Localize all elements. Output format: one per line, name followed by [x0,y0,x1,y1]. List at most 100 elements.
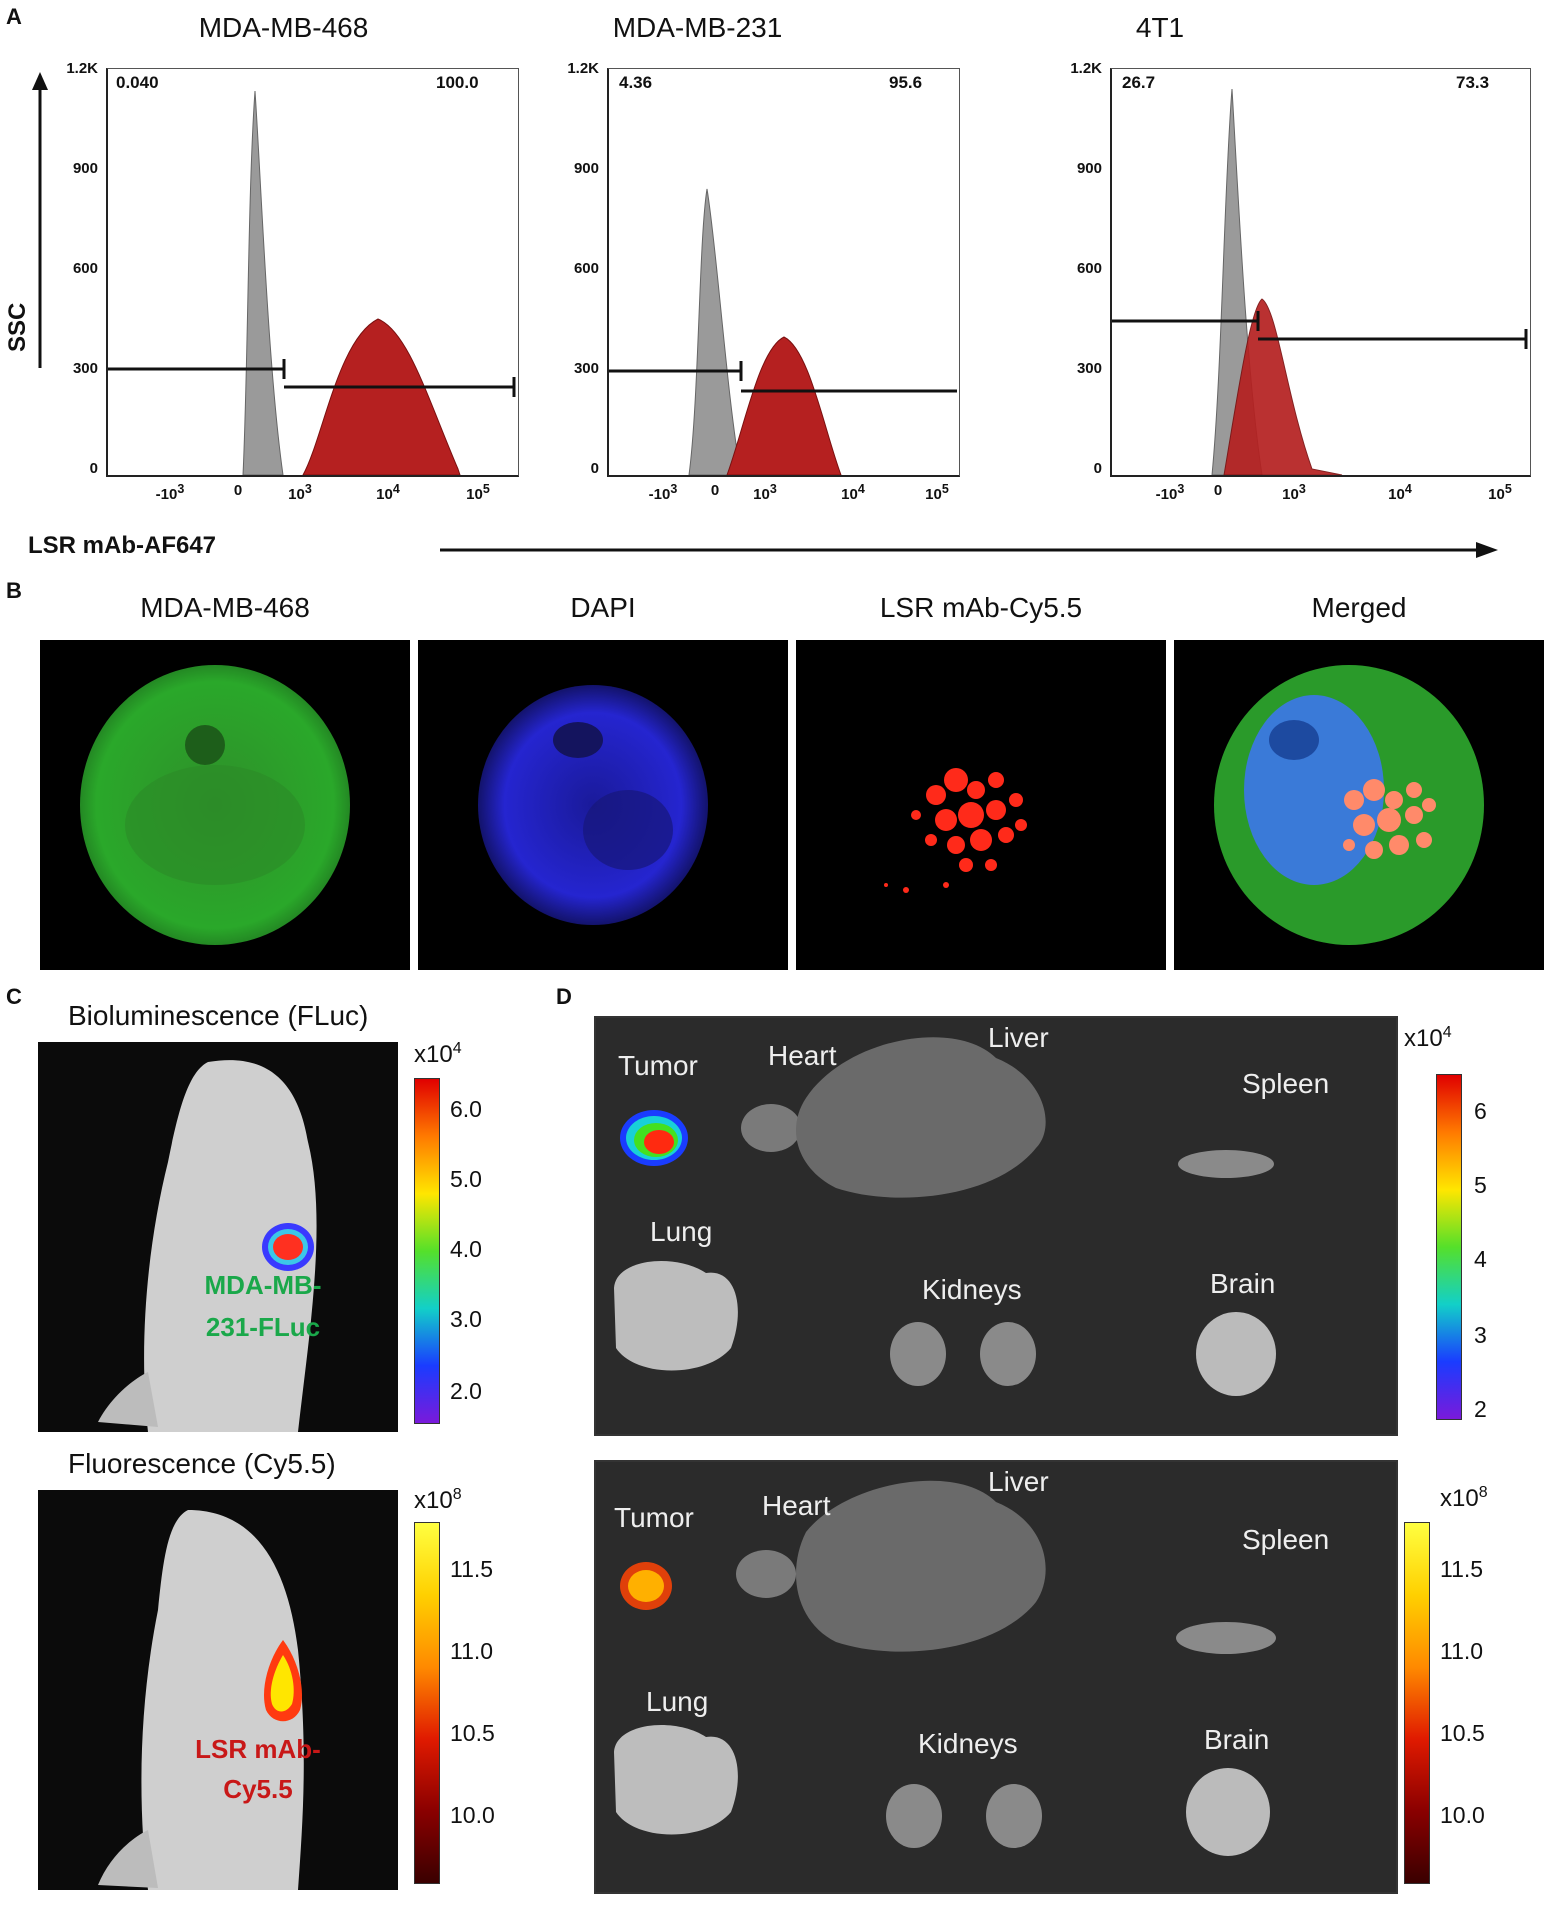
x-tick: 103 [288,482,312,503]
scale-tick: 11.0 [450,1638,494,1664]
y-tick: 900 [72,160,98,177]
x-axis-arrow [440,538,1500,562]
x-tick: -103 [648,482,678,503]
x-tick: 103 [1282,482,1306,503]
organ-label-heart: Heart [768,1040,837,1071]
scale-tick: 4 [1474,1246,1487,1272]
mouse-image-fluorescence: LSR mAb- Cy5.5 [38,1490,398,1890]
micro-image-merged [1174,640,1544,970]
organ-label-spleen: Spleen [1242,1524,1330,1555]
scale-tick: 11.0 [1440,1638,1484,1664]
scale-tick: 10.5 [1440,1720,1485,1746]
x-tick: 105 [925,482,949,503]
y-tick: 900 [573,160,599,177]
scale-tick: 10.0 [450,1802,495,1828]
gate-right-percent: 100.0 [436,73,479,92]
x-axis-label: LSR mAb-AF647 [28,532,217,559]
bioluminescence-title: Bioluminescence (FLuc) [68,1000,369,1031]
fluorescence-title: Fluorescence (Cy5.5) [68,1448,336,1479]
mouse-label-line: LSR mAb- [195,1734,321,1764]
x-tick: 103 [753,482,777,503]
organ-label-tumor: Tumor [614,1502,694,1533]
scale-tick: 5 [1474,1172,1487,1198]
histogram-plot-2 [609,188,957,475]
scale-tick: 6.0 [450,1096,482,1122]
x-tick: 104 [841,482,865,503]
organ-image-fluorescence: Tumor Heart Liver Spleen Lung Kidneys Br… [594,1460,1398,1894]
gate-right-percent: 95.6 [889,73,923,92]
panel-a-letter: A [6,4,22,29]
organ-label-brain: Brain [1204,1724,1270,1755]
mouse-label-line: 231-FLuc [205,1312,321,1342]
y-tick: 1.2K [567,60,599,77]
flow-plot-2-title: MDA-MB-231 [612,12,783,43]
organ-image-bioluminescence: Tumor Heart Liver Spleen Lung Kidneys Br… [594,1016,1398,1436]
colorbar-rainbow [1436,1074,1462,1420]
gate-left-percent: 26.7 [1122,73,1156,92]
y-tick: 300 [573,360,599,377]
micro-title-1: MDA-MB-468 [140,592,310,623]
organ-label-liver: Liver [988,1022,1049,1053]
panel-d-letter: D [556,984,572,1009]
gate-left-percent: 0.040 [116,73,159,92]
mouse-label-line: Cy5.5 [223,1774,293,1804]
y-tick: 0 [590,460,599,477]
x-tick: 0 [1213,482,1223,499]
y-tick: 0 [89,460,98,477]
flow-plot-3-title: 4T1 [1135,12,1185,43]
scale-exponent: x108 [1440,1484,1488,1512]
organ-label-spleen: Spleen [1242,1068,1330,1099]
histogram-plot-3 [1112,88,1528,475]
y-tick: 300 [1076,360,1102,377]
scale-tick: 2.0 [450,1378,482,1404]
y-tick: 600 [573,260,599,277]
organ-label-liver: Liver [988,1466,1049,1497]
scale-exponent: x104 [1404,1024,1452,1052]
scale-tick: 11.5 [1440,1556,1484,1582]
organ-label-kidneys: Kidneys [922,1274,1022,1305]
scale-exponent: x108 [414,1486,462,1514]
scale-tick: 3.0 [450,1306,482,1332]
y-tick: 300 [72,360,98,377]
organ-label-brain: Brain [1210,1268,1276,1299]
x-tick: 104 [376,482,400,503]
micro-title-4: Merged [1311,592,1407,623]
x-tick: 105 [466,482,490,503]
scale-tick: 3 [1474,1322,1487,1348]
gate-right-percent: 73.3 [1456,73,1490,92]
scale-tick: 2 [1474,1396,1487,1422]
colorbar-rainbow [414,1078,440,1424]
scale-tick: 5.0 [450,1166,482,1192]
panel-c-letter: C [6,984,22,1009]
organ-label-heart: Heart [762,1490,831,1521]
y-tick: 1.2K [1070,60,1102,77]
y-tick: 900 [1076,160,1102,177]
colorbar-heat [414,1522,440,1884]
y-tick: 600 [72,260,98,277]
x-tick: 104 [1388,482,1412,503]
micro-image-green [40,640,410,970]
y-tick: 600 [1076,260,1102,277]
scale-tick: 4.0 [450,1236,482,1262]
mouse-label-line: MDA-MB- [204,1270,322,1300]
organ-label-lung: Lung [650,1216,713,1247]
micro-image-cy55 [796,640,1166,970]
x-tick: -103 [1155,482,1185,503]
flow-plot-1-title: MDA-MB-468 [198,12,369,43]
ssc-axis-arrow [28,70,52,370]
y-tick: 1.2K [66,60,98,77]
histogram-plot-1 [108,90,516,475]
organ-label-lung: Lung [646,1686,709,1717]
panel-b-letter: B [6,578,22,603]
scale-tick: 10.5 [450,1720,495,1746]
gate-left-percent: 4.36 [619,73,653,92]
x-tick: 0 [710,482,720,499]
y-tick: 0 [1093,460,1102,477]
organ-label-tumor: Tumor [618,1050,698,1081]
colorbar-heat [1404,1522,1430,1884]
x-tick: 0 [233,482,243,499]
micro-image-dapi [418,640,788,970]
x-tick: -103 [155,482,185,503]
scale-tick: 11.5 [450,1556,494,1582]
scale-tick: 6 [1474,1098,1487,1124]
